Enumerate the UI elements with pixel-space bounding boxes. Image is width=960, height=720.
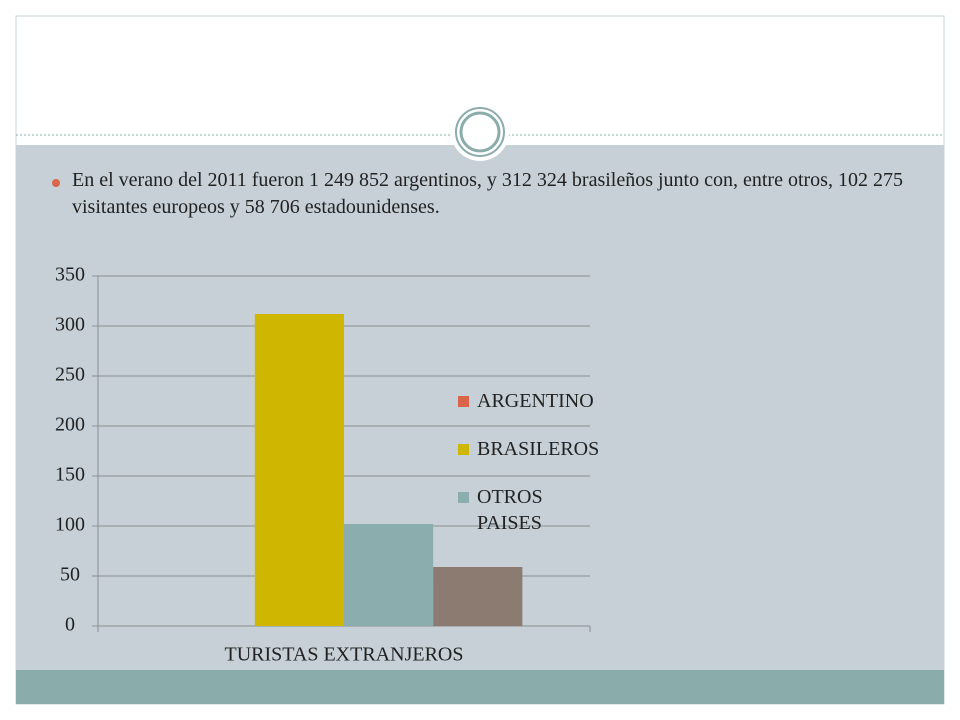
legend-swatch xyxy=(458,492,469,503)
chart: 0 50 100 150 200 250 300 350 TURISTAS EXTRANJERO… xyxy=(55,264,591,666)
legend-label: BRASILEROS xyxy=(477,438,600,460)
ornament-ring xyxy=(455,107,505,157)
bar xyxy=(254,314,344,626)
legend-item: BRASILEROS xyxy=(458,436,608,462)
legend-label: OTROS PAISES xyxy=(477,486,543,534)
y-tick-label: 100 xyxy=(55,514,85,536)
y-tick-label: 300 xyxy=(55,314,85,336)
legend-item: OTROS PAISES xyxy=(458,484,608,536)
bar xyxy=(433,567,523,626)
y-tick-label: 0 xyxy=(65,614,75,636)
footer-band xyxy=(16,670,944,704)
y-tick-label: 50 xyxy=(60,564,80,586)
legend-label: ARGENTINO xyxy=(477,390,594,412)
y-tick-label: 250 xyxy=(55,364,85,386)
y-tick-label: 150 xyxy=(55,464,85,486)
y-tick-label: 350 xyxy=(55,264,85,286)
y-tick-label: 200 xyxy=(55,414,85,436)
ornament-ring xyxy=(459,111,501,153)
legend-swatch xyxy=(458,396,469,407)
ornament-bg xyxy=(451,103,509,161)
x-tick-label: TURISTAS EXTRANJEROS xyxy=(225,644,464,666)
bar xyxy=(344,524,434,626)
bullet-dot xyxy=(52,179,60,187)
legend-item: ARGENTINO xyxy=(458,388,608,414)
legend-swatch xyxy=(458,444,469,455)
legend: ARGENTINO BRASILEROS OTROS PAISES xyxy=(458,388,608,558)
bullet-text: En el verano del 2011 fueron 1 249 852 a… xyxy=(72,169,903,218)
